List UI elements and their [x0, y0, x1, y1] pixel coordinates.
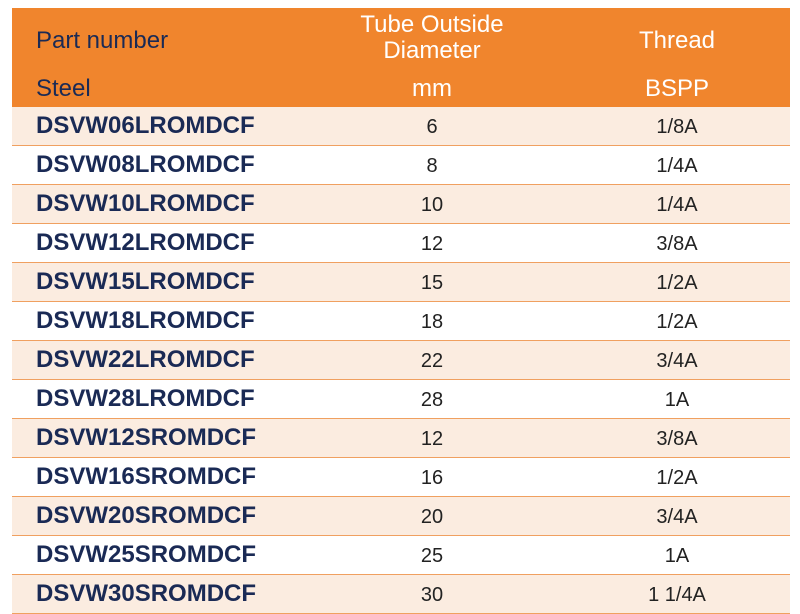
table-row: DSVW16SROMDCF 16 1/2A: [12, 458, 790, 497]
part-number-cell: DSVW12SROMDCF: [36, 424, 257, 451]
tube-od-cell: 6: [426, 116, 438, 138]
tube-od-cell: 30: [420, 584, 444, 606]
part-number-cell: DSVW28LROMDCF: [36, 385, 255, 412]
table-row: DSVW12LROMDCF 12 3/8A: [12, 224, 790, 263]
thread-cell: 1/2A: [656, 272, 698, 294]
part-number-cell: DSVW08LROMDCF: [36, 151, 255, 178]
parts-table: Part number Steel Tube Outside Diameter …: [12, 8, 790, 614]
tube-od-cell: 12: [420, 428, 444, 450]
part-number-cell: DSVW10LROMDCF: [36, 190, 255, 217]
tube-od-cell: 28: [420, 389, 444, 411]
thread-cell: 1A: [664, 389, 690, 411]
part-number-cell: DSVW16SROMDCF: [36, 463, 257, 490]
tube-od-cell: 12: [420, 233, 444, 255]
thread-cell: 1A: [664, 545, 690, 567]
table-row: DSVW25SROMDCF 25 1A: [12, 536, 790, 575]
part-number-cell: DSVW18LROMDCF: [36, 307, 255, 334]
tube-od-cell: 20: [420, 506, 444, 528]
header-part-number: Part number: [36, 27, 169, 54]
thread-cell: 1/2A: [656, 467, 698, 489]
table-row: DSVW22LROMDCF 22 3/4A: [12, 341, 790, 380]
thread-cell: 3/8A: [656, 428, 698, 450]
header-tube-od-line1: Tube Outside: [360, 11, 504, 38]
thread-cell: 1/4A: [656, 155, 698, 177]
table-row: DSVW12SROMDCF 12 3/8A: [12, 419, 790, 458]
header-tube-od-line2: Diameter: [383, 37, 481, 64]
table-row: DSVW10LROMDCF 10 1/4A: [12, 185, 790, 224]
header-thread: Thread: [638, 27, 716, 54]
table-row: DSVW06LROMDCF 6 1/8A: [12, 107, 790, 146]
tube-od-cell: 22: [420, 350, 444, 372]
tube-od-cell: 8: [426, 155, 438, 177]
thread-cell: 1/2A: [656, 311, 698, 333]
table-row: DSVW18LROMDCF 18 1/2A: [12, 302, 790, 341]
tube-od-cell: 25: [420, 545, 444, 567]
part-number-cell: DSVW25SROMDCF: [36, 541, 257, 568]
header-bspp: BSPP: [644, 75, 710, 102]
thread-cell: 3/8A: [656, 233, 698, 255]
part-number-cell: DSVW12LROMDCF: [36, 229, 255, 256]
header-steel: Steel: [36, 75, 91, 102]
table-row: DSVW30SROMDCF 30 1 1/4A: [12, 575, 790, 614]
thread-cell: 1 1/4A: [648, 584, 706, 606]
header-mm: mm: [412, 75, 452, 102]
header-tube-od: Tube Outside Diameter: [302, 12, 562, 64]
thread-cell: 1/4A: [656, 194, 698, 216]
tube-od-cell: 16: [420, 467, 444, 489]
table-header: Part number Steel Tube Outside Diameter …: [12, 8, 790, 107]
part-number-cell: DSVW15LROMDCF: [36, 268, 255, 295]
table-row: DSVW20SROMDCF 20 3/4A: [12, 497, 790, 536]
tube-od-cell: 15: [420, 272, 444, 294]
table-body: DSVW06LROMDCF 6 1/8A DSVW08LROMDCF 8 1/4A DSVW…: [12, 107, 790, 614]
table-row: DSVW28LROMDCF 28 1A: [12, 380, 790, 419]
part-number-cell: DSVW06LROMDCF: [36, 112, 255, 139]
table-row: DSVW08LROMDCF 8 1/4A: [12, 146, 790, 185]
thread-cell: 3/4A: [656, 350, 698, 372]
part-number-cell: DSVW22LROMDCF: [36, 346, 255, 373]
part-number-cell: DSVW20SROMDCF: [36, 502, 257, 529]
tube-od-cell: 18: [420, 311, 444, 333]
thread-cell: 1/8A: [656, 116, 698, 138]
part-number-cell: DSVW30SROMDCF: [36, 580, 257, 607]
table-row: DSVW15LROMDCF 15 1/2A: [12, 263, 790, 302]
thread-cell: 3/4A: [656, 506, 698, 528]
tube-od-cell: 10: [420, 194, 444, 216]
